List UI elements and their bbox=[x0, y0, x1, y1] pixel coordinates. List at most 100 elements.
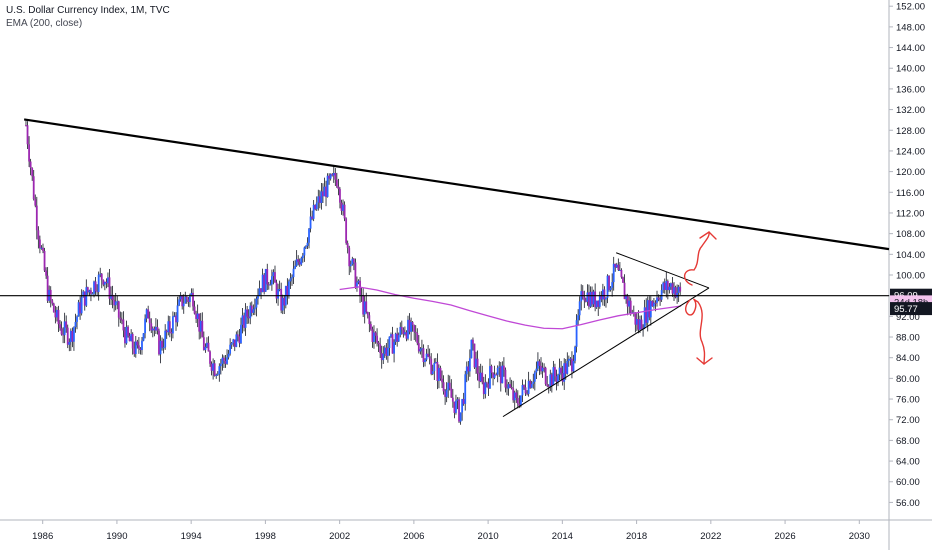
candle-up bbox=[68, 342, 71, 345]
candle-up bbox=[625, 295, 627, 300]
candle-up bbox=[125, 326, 128, 344]
candle-down bbox=[210, 363, 213, 371]
candle-down bbox=[113, 300, 116, 306]
candle-up bbox=[312, 204, 315, 219]
candle-up bbox=[226, 357, 228, 364]
candle-down bbox=[42, 247, 44, 251]
candle-down bbox=[298, 261, 301, 265]
candle-down bbox=[591, 291, 593, 305]
candle-down bbox=[554, 367, 556, 377]
candle-down bbox=[246, 309, 249, 317]
candle-up bbox=[329, 174, 332, 179]
price-tag-background bbox=[890, 302, 932, 316]
candle-down bbox=[348, 247, 351, 267]
candle-down bbox=[274, 272, 276, 283]
candle-up bbox=[605, 297, 607, 300]
candle-down bbox=[450, 388, 453, 398]
candle-down bbox=[502, 365, 505, 370]
candle-down bbox=[436, 361, 439, 381]
candle-down bbox=[96, 291, 99, 293]
candle-up bbox=[103, 281, 106, 285]
candle-up bbox=[303, 247, 306, 256]
candle-down bbox=[509, 384, 511, 388]
candle-up bbox=[521, 385, 524, 396]
candle-up bbox=[99, 273, 102, 275]
x-tick-label: 2030 bbox=[849, 531, 870, 542]
candle-down bbox=[359, 280, 361, 296]
candle-up bbox=[308, 228, 310, 243]
candle-up bbox=[520, 395, 522, 406]
candle-up bbox=[107, 277, 109, 284]
candle-up bbox=[567, 358, 570, 361]
candle-down bbox=[117, 301, 120, 318]
candle-down bbox=[127, 326, 129, 336]
candle-up bbox=[323, 186, 326, 197]
candle-up bbox=[592, 291, 595, 305]
candle-up bbox=[410, 322, 412, 332]
candle-down bbox=[65, 321, 68, 328]
candle-up bbox=[326, 175, 329, 198]
candle-down bbox=[340, 202, 343, 211]
candle-down bbox=[571, 358, 573, 372]
candle-down bbox=[168, 321, 171, 332]
candle-up bbox=[281, 297, 284, 311]
candle-up bbox=[301, 255, 304, 259]
candle-down bbox=[651, 300, 654, 307]
candle-up bbox=[85, 287, 88, 306]
y-tick-label: 148.00 bbox=[896, 22, 925, 33]
candle-down bbox=[506, 387, 508, 389]
candle-down bbox=[35, 205, 38, 231]
candle-up bbox=[69, 330, 72, 343]
candle-up bbox=[569, 358, 572, 360]
candle-up bbox=[566, 360, 569, 374]
candle-down bbox=[124, 330, 126, 344]
candle-up bbox=[206, 342, 208, 347]
candle-up bbox=[134, 341, 137, 355]
candle-up bbox=[577, 315, 580, 321]
candle-down bbox=[490, 366, 493, 373]
candle-down bbox=[524, 387, 527, 394]
candle-up bbox=[419, 348, 422, 352]
candle-up bbox=[612, 263, 615, 283]
candle-down bbox=[25, 125, 27, 127]
candle-down bbox=[165, 330, 168, 333]
candle-down bbox=[181, 295, 184, 307]
candle-down bbox=[400, 326, 403, 330]
candle-down bbox=[366, 311, 369, 316]
candle-up bbox=[496, 367, 499, 375]
candle-up bbox=[434, 361, 437, 363]
candle-up bbox=[404, 332, 406, 335]
candle-up bbox=[586, 292, 589, 302]
candle-up bbox=[142, 333, 145, 341]
candle-down bbox=[79, 302, 82, 314]
candle-up bbox=[320, 191, 323, 203]
candle-down bbox=[485, 382, 488, 384]
candle-down bbox=[29, 161, 32, 168]
candle-up bbox=[306, 242, 309, 246]
candle-up bbox=[204, 346, 207, 351]
candle-down bbox=[462, 399, 465, 404]
candle-up bbox=[159, 340, 162, 355]
candle-up bbox=[305, 245, 307, 248]
x-tick-label: 1998 bbox=[255, 531, 276, 542]
candle-down bbox=[331, 174, 334, 176]
candle-down bbox=[368, 315, 371, 325]
candle-down bbox=[654, 302, 657, 304]
x-tick-label: 2006 bbox=[403, 531, 424, 542]
candle-up bbox=[575, 320, 578, 347]
candle-down bbox=[640, 319, 643, 330]
symbol-title: U.S. Dollar Currency Index, 1M, TVC bbox=[6, 5, 170, 16]
candle-down bbox=[512, 388, 515, 401]
candle-down bbox=[71, 330, 74, 342]
x-tick-label: 1990 bbox=[106, 531, 127, 542]
candle-down bbox=[634, 312, 637, 325]
candle-down bbox=[195, 313, 198, 319]
candle-up bbox=[601, 289, 604, 300]
candle-down bbox=[260, 288, 262, 293]
candle-up bbox=[269, 284, 272, 286]
candle-up bbox=[178, 299, 180, 306]
up-arrowhead bbox=[699, 231, 717, 240]
candle-down bbox=[150, 323, 153, 331]
